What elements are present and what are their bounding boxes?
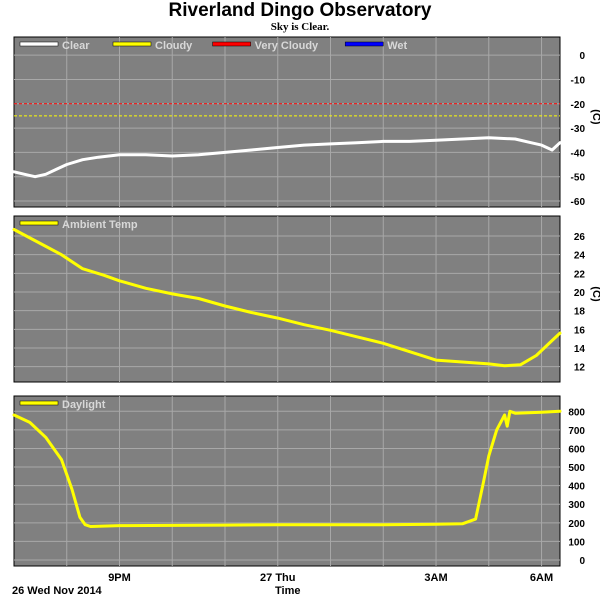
y-tick-label: 14 xyxy=(574,344,586,355)
legend-daylight: Daylight xyxy=(19,399,106,411)
legend-swatch xyxy=(19,400,59,406)
y-tick-label: 200 xyxy=(568,519,585,530)
date-label: 26 Wed Nov 2014 xyxy=(12,585,102,597)
y-tick-label: 300 xyxy=(568,500,585,511)
panel-background xyxy=(13,215,561,383)
x-tick-label: 3AM xyxy=(424,572,447,584)
legend-label: Daylight xyxy=(62,399,106,411)
series-ambient-temp xyxy=(12,228,562,368)
y-tick-label: 20 xyxy=(574,288,586,299)
y-tick-label: -40 xyxy=(571,148,586,159)
x-tick-label: 9PM xyxy=(108,572,131,584)
y-axis-unit: (C) xyxy=(590,109,600,125)
legend-swatch xyxy=(19,220,59,226)
y-tick-label: -10 xyxy=(571,75,586,86)
y-tick-label: 22 xyxy=(574,269,586,280)
x-tick-label: 27 Thu xyxy=(260,572,295,584)
y-tick-label: 26 xyxy=(574,232,586,243)
y-tick-label: 600 xyxy=(568,444,585,455)
y-tick-label: 18 xyxy=(574,307,586,318)
legend-label: Ambient Temp xyxy=(62,219,138,231)
legend-cloudy: Cloudy xyxy=(112,40,193,52)
legend-clear: Clear xyxy=(19,40,90,52)
legend-swatch xyxy=(112,41,152,47)
y-tick-label: 800 xyxy=(568,407,585,418)
y-tick-label: 16 xyxy=(574,325,586,336)
legend-swatch xyxy=(19,41,59,47)
legend-label: Clear xyxy=(62,40,90,52)
y-tick-label: -60 xyxy=(571,197,586,208)
y-tick-label: -20 xyxy=(571,100,586,111)
page-title: Riverland Dingo Observatory xyxy=(168,0,432,21)
y-tick-label: 24 xyxy=(574,251,586,262)
legend-swatch xyxy=(212,41,251,47)
y-tick-label: 500 xyxy=(568,463,585,474)
y-tick-label: 400 xyxy=(568,482,585,493)
chart-panel-3: 800 700 600 500 400 300 200 100 0 Daylight xyxy=(12,395,585,567)
legend-label: Cloudy xyxy=(155,40,193,52)
y-tick-label: -30 xyxy=(571,124,586,135)
y-tick-label: 0 xyxy=(579,51,585,62)
y-tick-label: 0 xyxy=(579,556,585,567)
series-clear xyxy=(12,136,562,179)
legend-very-cloudy: Very Cloudy xyxy=(212,40,319,52)
y-tick-label: 700 xyxy=(568,426,585,437)
x-tick-label: 6AM xyxy=(530,572,553,584)
y-tick-label: 12 xyxy=(574,363,586,374)
series-daylight xyxy=(12,409,562,528)
y-axis-unit: (C) xyxy=(590,286,600,302)
x-axis-label: Time xyxy=(275,585,301,597)
legend-swatch xyxy=(344,41,384,47)
legend-label: Wet xyxy=(387,40,407,52)
chart-panel-1: 0 -10 -20 -30 -40 -50 -60 (C) Clear Cloudy Very Cl… xyxy=(12,36,600,208)
panel-background xyxy=(13,36,561,208)
y-tick-label: 100 xyxy=(568,537,585,548)
chart-panel-2: 26 24 22 20 18 16 14 12 (C) Ambient Temp xyxy=(12,215,600,383)
legend-label: Very Cloudy xyxy=(255,40,319,52)
panel-background xyxy=(13,395,561,567)
sky-status: Sky is Clear. xyxy=(270,21,330,33)
legend-ambient-temp: Ambient Temp xyxy=(19,219,138,231)
y-tick-label: -50 xyxy=(571,173,586,184)
legend-wet: Wet xyxy=(344,40,408,52)
